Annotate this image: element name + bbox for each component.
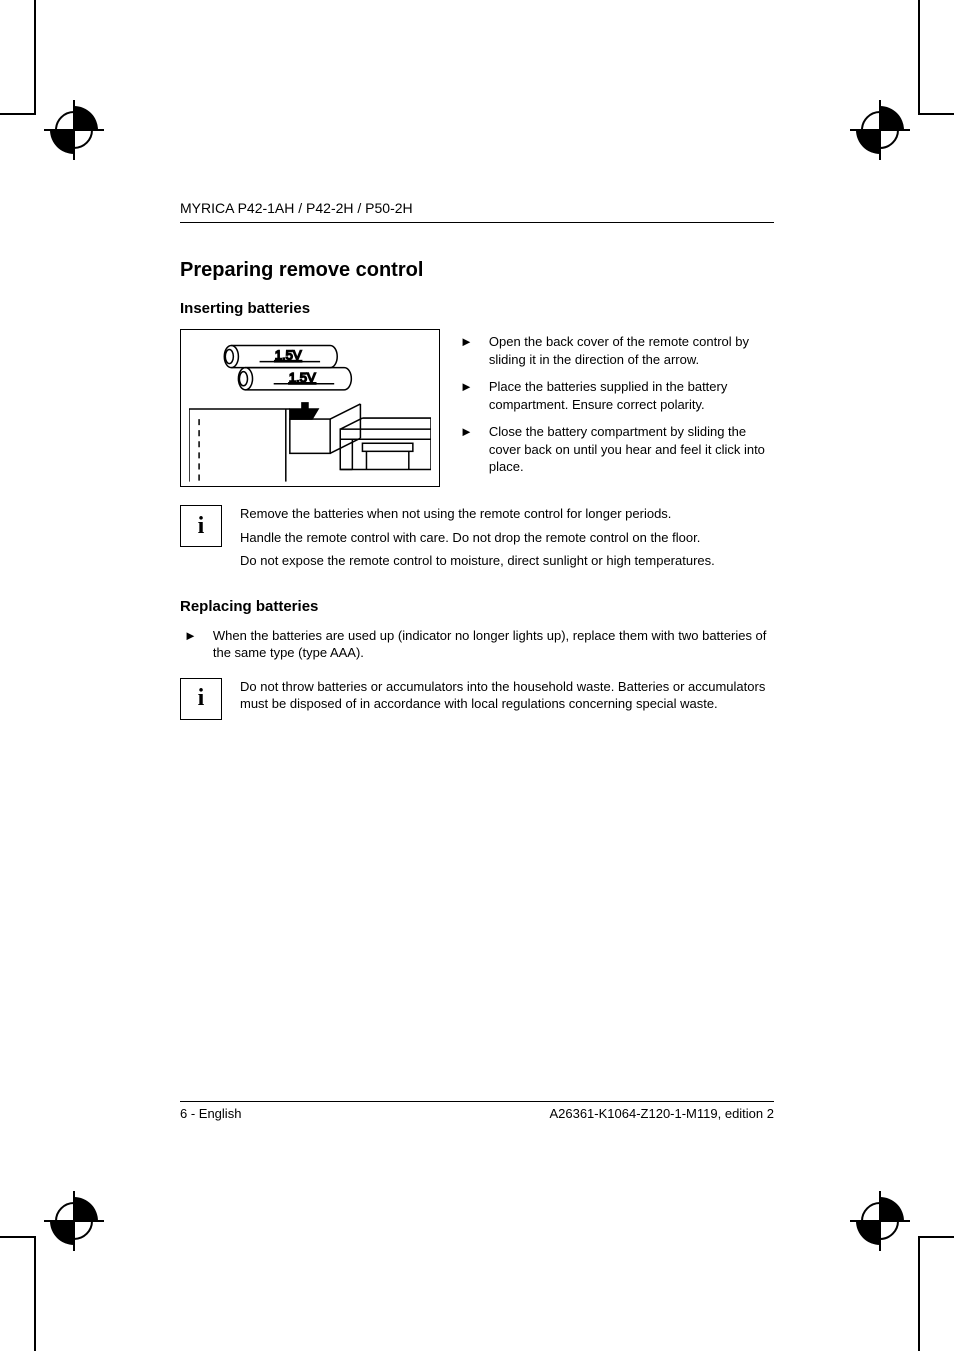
step-text: Close the battery compartment by sliding… bbox=[489, 423, 774, 476]
battery-figure: 1.5V 1.5V bbox=[180, 329, 440, 487]
step-item: ► Place the batteries supplied in the ba… bbox=[460, 378, 774, 413]
info-line: Handle the remote control with care. Do … bbox=[240, 529, 715, 547]
crop-mark bbox=[918, 1236, 954, 1238]
info-icon: i bbox=[180, 678, 222, 720]
page-header: MYRICA P42-1AH / P42-2H / P50-2H bbox=[180, 200, 774, 223]
info-glyph: i bbox=[198, 685, 205, 712]
crop-mark bbox=[0, 113, 36, 115]
crop-mark bbox=[918, 1236, 920, 1351]
info-block: i Do not throw batteries or accumulators… bbox=[180, 678, 774, 720]
info-text: Remove the batteries when not using the … bbox=[240, 505, 715, 576]
step-text: When the batteries are used up (indicato… bbox=[213, 627, 774, 662]
registration-mark-icon bbox=[44, 100, 104, 160]
step-item: ► Open the back cover of the remote cont… bbox=[460, 333, 774, 368]
crop-mark bbox=[918, 113, 954, 115]
step-text: Open the back cover of the remote contro… bbox=[489, 333, 774, 368]
info-line: Do not expose the remote control to mois… bbox=[240, 552, 715, 570]
bullet-icon: ► bbox=[460, 378, 473, 413]
info-text: Do not throw batteries or accumulators i… bbox=[240, 678, 774, 719]
info-icon: i bbox=[180, 505, 222, 547]
svg-text:1.5V: 1.5V bbox=[275, 348, 302, 363]
bullet-icon: ► bbox=[460, 333, 473, 368]
registration-mark-icon bbox=[850, 1191, 910, 1251]
crop-mark bbox=[34, 1236, 36, 1351]
info-line: Remove the batteries when not using the … bbox=[240, 505, 715, 523]
svg-text:1.5V: 1.5V bbox=[289, 370, 316, 385]
crop-mark bbox=[918, 0, 920, 115]
subsection-title-inserting: Inserting batteries bbox=[180, 300, 774, 317]
steps-list: ► Open the back cover of the remote cont… bbox=[460, 329, 774, 486]
footer-right: A26361-K1064-Z120-1-M119, edition 2 bbox=[549, 1106, 774, 1121]
registration-mark-icon bbox=[44, 1191, 104, 1251]
info-glyph: i bbox=[198, 513, 205, 540]
crop-mark bbox=[34, 0, 36, 115]
step-text: Place the batteries supplied in the batt… bbox=[489, 378, 774, 413]
info-block: i Remove the batteries when not using th… bbox=[180, 505, 774, 576]
subsection-title-replacing: Replacing batteries bbox=[180, 598, 774, 615]
page-body: MYRICA P42-1AH / P42-2H / P50-2H Prepari… bbox=[180, 200, 774, 1121]
product-line-text: MYRICA P42-1AH / P42-2H / P50-2H bbox=[180, 200, 413, 216]
footer-left: 6 - English bbox=[180, 1106, 241, 1121]
bullet-icon: ► bbox=[184, 627, 197, 662]
section-title: Preparing remove control bbox=[180, 259, 774, 282]
crop-mark bbox=[0, 1236, 36, 1238]
bullet-icon: ► bbox=[460, 423, 473, 476]
step-item: ► When the batteries are used up (indica… bbox=[180, 627, 774, 662]
info-line: Do not throw batteries or accumulators i… bbox=[240, 678, 774, 713]
step-item: ► Close the battery compartment by slidi… bbox=[460, 423, 774, 476]
page-footer: 6 - English A26361-K1064-Z120-1-M119, ed… bbox=[180, 1101, 774, 1121]
registration-mark-icon bbox=[850, 100, 910, 160]
